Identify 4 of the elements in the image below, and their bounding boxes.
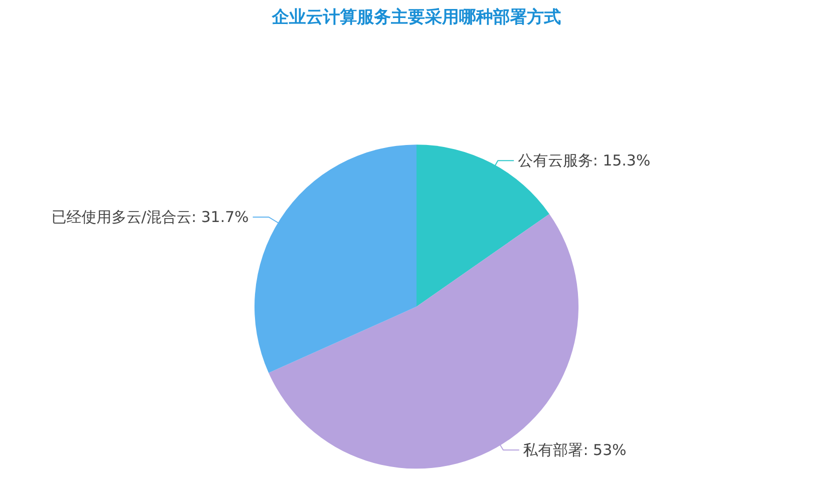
- slice-label: 私有部署: 53%: [523, 440, 626, 459]
- slice-label: 公有云服务: 15.3%: [518, 152, 650, 170]
- slice-label: 已经使用多云/混合云: 31.7%: [51, 208, 249, 226]
- chart-title: 企业云计算服务主要采用哪种部署方式: [271, 8, 561, 28]
